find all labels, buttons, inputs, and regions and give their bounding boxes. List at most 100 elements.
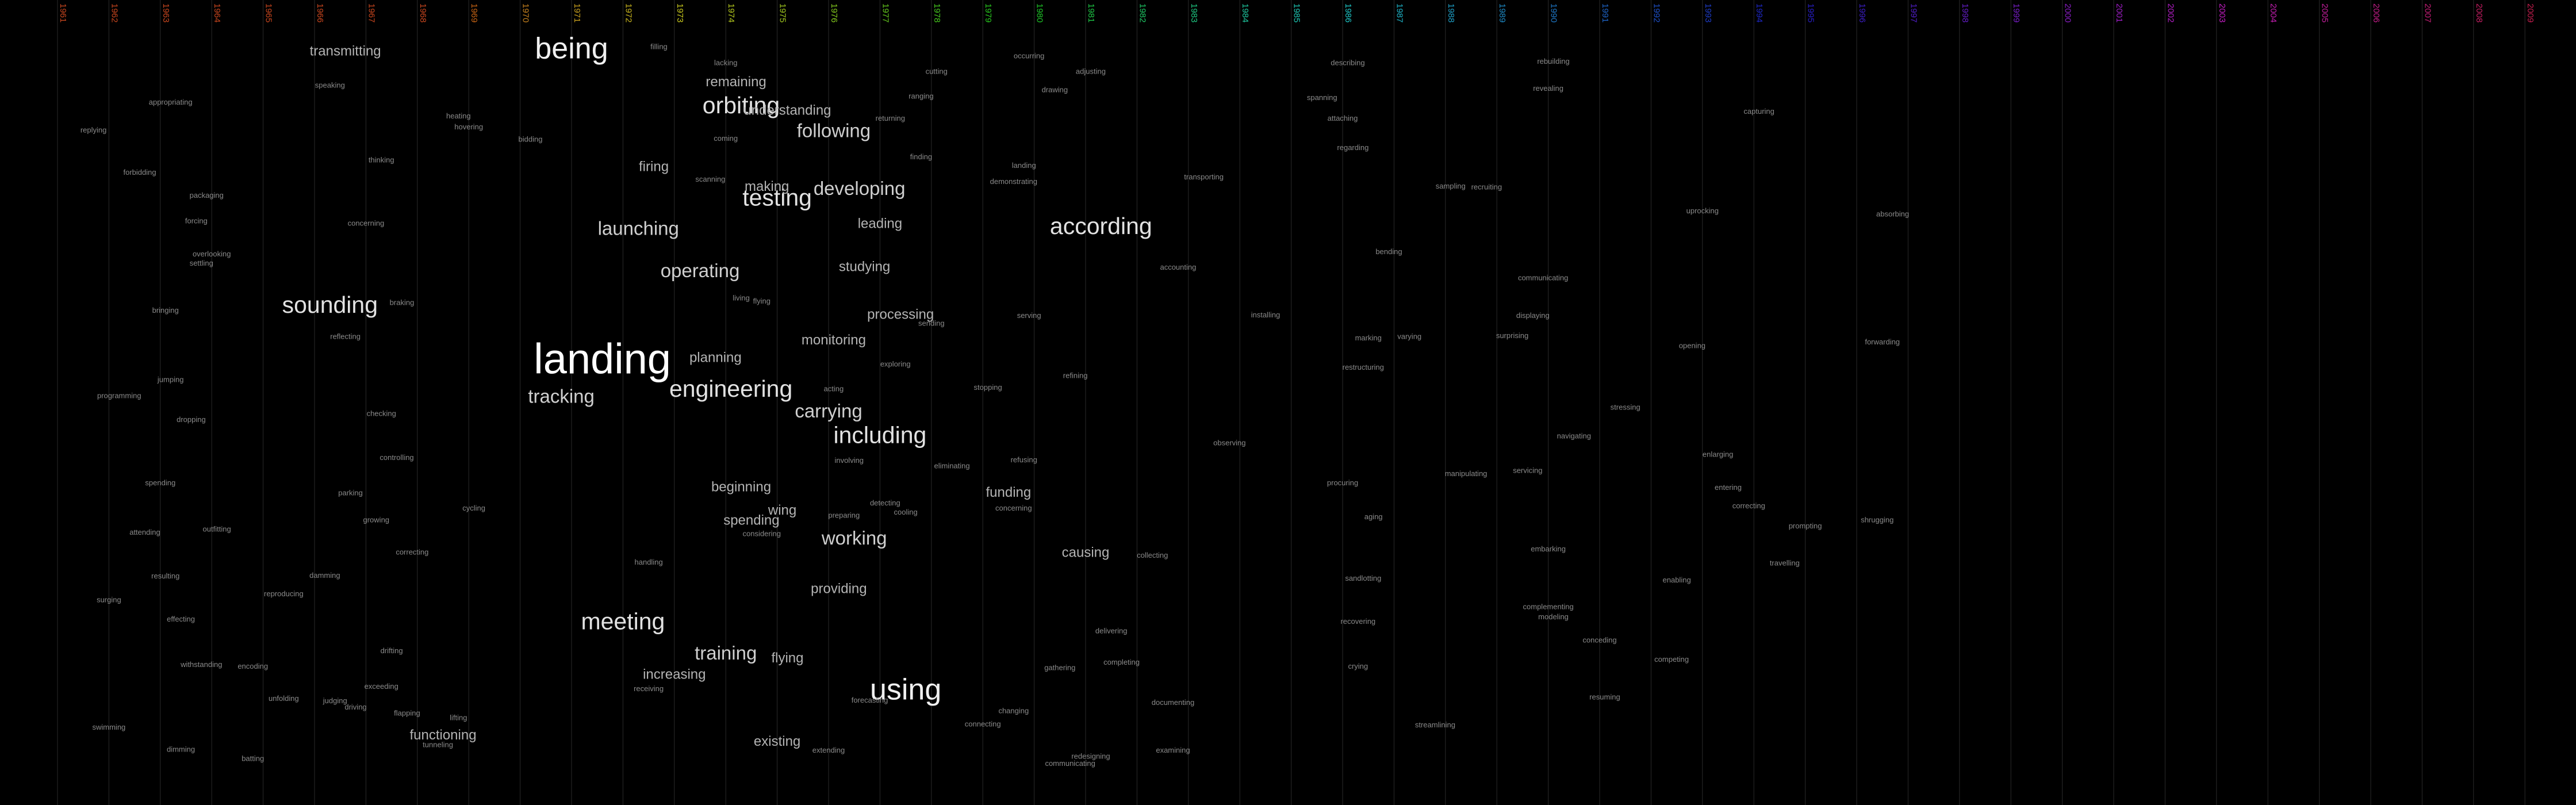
year-label: 1981 <box>1086 3 1096 22</box>
word-label: sending <box>918 319 945 328</box>
word-label: funding <box>986 485 1032 500</box>
word-label: correcting <box>396 548 428 557</box>
word-label: servicing <box>1513 466 1542 475</box>
word-label: receiving <box>634 684 664 693</box>
word-label: cooling <box>894 508 917 516</box>
year-label: 1971 <box>572 3 582 22</box>
year-label: 1995 <box>1806 3 1816 22</box>
word-label: landing <box>1012 161 1036 170</box>
word-label: operating <box>661 260 740 281</box>
word-label: heating <box>446 112 471 120</box>
word-label: working <box>821 527 887 549</box>
year-label: 1965 <box>264 3 274 22</box>
word-label: considering <box>743 529 781 538</box>
word-label: according <box>1050 213 1152 239</box>
word-label: detecting <box>870 499 900 507</box>
word-label: forbidding <box>123 168 156 177</box>
year-label: 1991 <box>1600 3 1610 22</box>
word-label: resuming <box>1589 693 1620 702</box>
word-label: observing <box>1213 438 1245 447</box>
word-label: making <box>745 179 789 194</box>
word-label: existing <box>754 734 800 749</box>
year-label: 1998 <box>1960 3 1970 22</box>
year-label: 1975 <box>778 3 788 22</box>
word-label: exploring <box>880 360 911 369</box>
word-label: encoding <box>237 662 268 670</box>
year-label: 2009 <box>2525 3 2535 22</box>
word-label: sandlotting <box>1345 574 1381 582</box>
year-label: 1992 <box>1651 3 1661 22</box>
word-label: attaching <box>1328 114 1358 122</box>
word-label: conceding <box>1582 635 1616 644</box>
word-label: planning <box>689 350 742 366</box>
word-label: parking <box>338 488 363 497</box>
word-label: restructuring <box>1343 363 1384 371</box>
year-label: 1984 <box>1240 3 1250 22</box>
word-label: spanning <box>1307 93 1337 102</box>
word-label: causing <box>1062 545 1110 561</box>
word-label: developing <box>814 178 906 199</box>
word-label: spending <box>723 512 779 528</box>
word-label: tunneling <box>423 741 453 749</box>
year-label: 1999 <box>2011 3 2021 22</box>
word-label: refining <box>1063 371 1088 380</box>
word-label: damming <box>309 571 340 580</box>
word-label: acting <box>824 385 844 393</box>
word-label: driving <box>344 703 366 711</box>
word-label: appropriating <box>149 98 193 106</box>
word-label: delivering <box>1095 626 1128 635</box>
word-label: forcing <box>185 216 208 225</box>
word-label: testing <box>742 185 812 211</box>
word-label: withstanding <box>180 660 222 669</box>
word-label: including <box>833 421 926 448</box>
word-label: checking <box>367 409 396 417</box>
word-label: shrugging <box>1861 515 1893 524</box>
word-label: studying <box>839 259 890 274</box>
word-label: recovering <box>1340 617 1375 626</box>
word-label: packaging <box>190 191 224 200</box>
word-label: providing <box>811 581 867 597</box>
year-label: 1979 <box>983 3 993 22</box>
year-label: 1982 <box>1137 3 1147 22</box>
word-label: resulting <box>151 572 179 580</box>
word-label: training <box>695 642 757 664</box>
word-label: reflecting <box>330 332 361 340</box>
year-label: 1993 <box>1703 3 1713 22</box>
year-label: 2004 <box>2268 3 2278 22</box>
year-label: 1997 <box>1908 3 1918 22</box>
word-label: programming <box>97 392 141 400</box>
year-label: 1969 <box>469 3 479 22</box>
word-label: wing <box>768 503 796 518</box>
word-label: uprocking <box>1686 206 1719 215</box>
word-label: scanning <box>695 175 725 183</box>
word-label: flying <box>753 297 770 305</box>
year-label: 1983 <box>1189 3 1199 22</box>
word-label: processing <box>867 307 934 323</box>
word-label: flying <box>771 650 803 666</box>
word-label: bidding <box>519 135 543 143</box>
word-label: bringing <box>152 306 179 315</box>
year-label: 1973 <box>675 3 685 22</box>
word-label: regarding <box>1337 143 1368 152</box>
year-label: 1972 <box>623 3 633 22</box>
word-label: demonstrating <box>990 177 1037 186</box>
word-label: modeling <box>1538 612 1569 621</box>
word-label: procuring <box>1327 478 1358 487</box>
word-label: streamlining <box>1415 720 1455 729</box>
year-label: 1977 <box>880 3 890 22</box>
word-label: competing <box>1654 655 1689 664</box>
year-label: 1987 <box>1394 3 1404 22</box>
word-label: using <box>870 673 941 707</box>
year-label: 1990 <box>1549 3 1559 22</box>
word-label: sampling <box>1436 182 1466 190</box>
word-label: involving <box>834 456 864 465</box>
year-label: 1961 <box>58 3 68 22</box>
word-label: displaying <box>1516 311 1550 320</box>
word-label: increasing <box>643 666 706 682</box>
word-label: completing <box>1103 658 1140 666</box>
word-label: accounting <box>1160 263 1196 271</box>
word-label: surprising <box>1496 331 1528 340</box>
year-label: 2006 <box>2371 3 2381 22</box>
word-label: travelling <box>1770 558 1800 567</box>
